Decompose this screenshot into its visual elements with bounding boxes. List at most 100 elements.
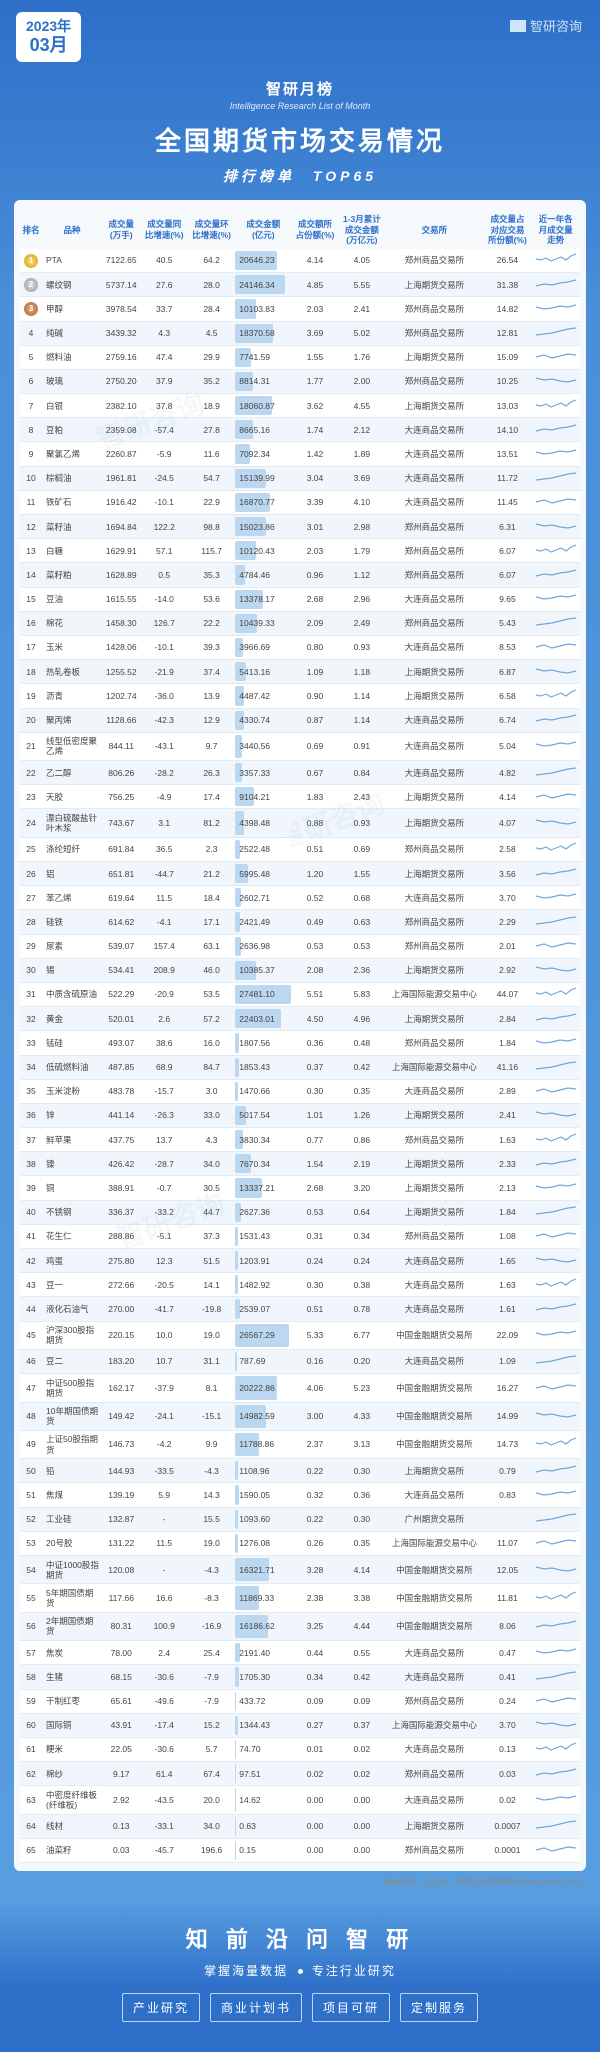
- value-cell: 16.27: [484, 1374, 531, 1402]
- value-cell: 上海国际能源交易中心: [385, 1055, 484, 1079]
- value-cell: 1.12: [339, 563, 385, 587]
- value-cell: 大连商品交易所: [385, 1641, 484, 1665]
- table-row: 24漂白硫酸盐针叶木浆743.673.181.24398.480.880.93上…: [20, 809, 580, 837]
- value-cell: 上海期货交易所: [385, 958, 484, 982]
- table-row: 32黄金520.012.657.222403.014.504.96上海期货交易所…: [20, 1007, 580, 1031]
- value-cell: 743.67: [102, 809, 141, 837]
- value-cell: 0.84: [339, 761, 385, 785]
- sparkline-cell: [531, 249, 580, 273]
- value-cell: 0.20: [339, 1349, 385, 1373]
- footer-title: 知 前 沿 问 智 研: [0, 1922, 600, 1954]
- value-cell: 0.22: [291, 1459, 338, 1483]
- value-cell: 0.44: [291, 1641, 338, 1665]
- rank-cell: 39: [20, 1176, 42, 1200]
- sparkline-cell: [531, 418, 580, 442]
- value-cell: 10.25: [484, 369, 531, 393]
- amount-bar-cell: 3357.33: [235, 761, 291, 785]
- table-row: 33锰硅493.0738.616.01807.560.360.48郑州商品交易所…: [20, 1031, 580, 1055]
- value-cell: 0.30: [291, 1273, 338, 1297]
- table-row: 51焦煤139.195.914.31590.050.320.36大连商品交易所0…: [20, 1483, 580, 1507]
- value-cell: 37.4: [188, 660, 235, 684]
- amount-bar-cell: 4784.46: [235, 563, 291, 587]
- value-cell: 1.83: [291, 785, 338, 809]
- value-cell: -5.9: [141, 442, 188, 466]
- value-cell: 275.80: [102, 1249, 141, 1273]
- value-cell: 上海期货交易所: [385, 1103, 484, 1127]
- value-cell: 1458.30: [102, 611, 141, 635]
- value-cell: 44.07: [484, 982, 531, 1006]
- product-name: 沥青: [42, 684, 102, 708]
- sparkline-cell: [531, 732, 580, 760]
- value-cell: 0.00: [339, 1838, 385, 1862]
- table-row: 37鲜苹果437.7513.74.33830.340.770.86郑州商品交易所…: [20, 1128, 580, 1152]
- value-cell: 上海期货交易所: [385, 1152, 484, 1176]
- footer-service-box: 项目可研: [312, 1993, 390, 2022]
- value-cell: 29.9: [188, 345, 235, 369]
- product-name: 线型低密度聚乙烯: [42, 732, 102, 760]
- value-cell: -36.0: [141, 684, 188, 708]
- value-cell: 47.4: [141, 345, 188, 369]
- value-cell: 1.74: [291, 418, 338, 442]
- rank-cell: 34: [20, 1055, 42, 1079]
- value-cell: 3.04: [291, 466, 338, 490]
- table-row: 60国际铜43.91-17.415.21344.430.270.37上海国际能源…: [20, 1713, 580, 1737]
- sparkline-cell: [531, 1200, 580, 1224]
- amount-bar-cell: 2191.40: [235, 1641, 291, 1665]
- value-cell: 6.58: [484, 684, 531, 708]
- value-cell: -57.4: [141, 418, 188, 442]
- value-cell: 0.01: [291, 1737, 338, 1761]
- table-row: 62棉纱9.1761.467.497.510.020.02郑州商品交易所0.03: [20, 1762, 580, 1786]
- value-cell: 10.0: [141, 1321, 188, 1349]
- value-cell: -49.6: [141, 1689, 188, 1713]
- value-cell: 0.37: [339, 1713, 385, 1737]
- value-cell: 17.4: [188, 785, 235, 809]
- value-cell: 487.85: [102, 1055, 141, 1079]
- value-cell: 51.5: [188, 1249, 235, 1273]
- value-cell: 1.09: [484, 1349, 531, 1373]
- table-row: 562年期国债期货80.31100.9-16.916186.623.254.44…: [20, 1612, 580, 1640]
- value-cell: 61.4: [141, 1762, 188, 1786]
- sparkline-cell: [531, 1321, 580, 1349]
- product-name: 甲醇: [42, 297, 102, 321]
- value-cell: 19.0: [188, 1531, 235, 1555]
- column-header: 成交量(万手): [102, 210, 141, 249]
- product-name: 不锈钢: [42, 1200, 102, 1224]
- table-row: 555年期国债期货117.6616.6-8.311869.332.383.38中…: [20, 1584, 580, 1612]
- value-cell: 12.9: [188, 708, 235, 732]
- amount-bar-cell: 2522.48: [235, 837, 291, 861]
- value-cell: 37.3: [188, 1224, 235, 1248]
- sparkline-cell: [531, 635, 580, 659]
- rank-cell: 11: [20, 490, 42, 514]
- value-cell: 81.2: [188, 809, 235, 837]
- value-cell: 12.05: [484, 1556, 531, 1584]
- amount-bar-cell: 433.72: [235, 1689, 291, 1713]
- amount-bar-cell: 2539.07: [235, 1297, 291, 1321]
- value-cell: 15.09: [484, 345, 531, 369]
- table-row: 58生猪68.15-30.6-7.91705.300.340.42大连商品交易所…: [20, 1665, 580, 1689]
- amount-bar-cell: 97.51: [235, 1762, 291, 1786]
- value-cell: 272.66: [102, 1273, 141, 1297]
- value-cell: 0.30: [339, 1459, 385, 1483]
- rank-cell: 36: [20, 1103, 42, 1127]
- value-cell: 65.61: [102, 1689, 141, 1713]
- value-cell: 0.02: [291, 1762, 338, 1786]
- value-cell: 2.92: [102, 1786, 141, 1814]
- ranking-table: 排名品种成交量(万手)成交量同比增速(%)成交量环比增速(%)成交金额(亿元)成…: [20, 210, 580, 1863]
- product-name: 20号胶: [42, 1531, 102, 1555]
- value-cell: 上海期货交易所: [385, 1200, 484, 1224]
- value-cell: 33.7: [141, 297, 188, 321]
- value-cell: 4.14: [484, 785, 531, 809]
- rank-cell: 59: [20, 1689, 42, 1713]
- value-cell: 5.55: [339, 273, 385, 297]
- value-cell: 22.05: [102, 1737, 141, 1761]
- product-name: 2年期国债期货: [42, 1612, 102, 1640]
- table-row: 34低硫燃料油487.8568.984.71853.430.370.42上海国际…: [20, 1055, 580, 1079]
- value-cell: -0.7: [141, 1176, 188, 1200]
- value-cell: 上海期货交易所: [385, 1459, 484, 1483]
- amount-bar-cell: 2602.71: [235, 886, 291, 910]
- value-cell: 2.68: [291, 1176, 338, 1200]
- product-name: 白银: [42, 394, 102, 418]
- product-name: 鸡蛋: [42, 1249, 102, 1273]
- value-cell: 郑州商品交易所: [385, 934, 484, 958]
- rank-cell: 28: [20, 910, 42, 934]
